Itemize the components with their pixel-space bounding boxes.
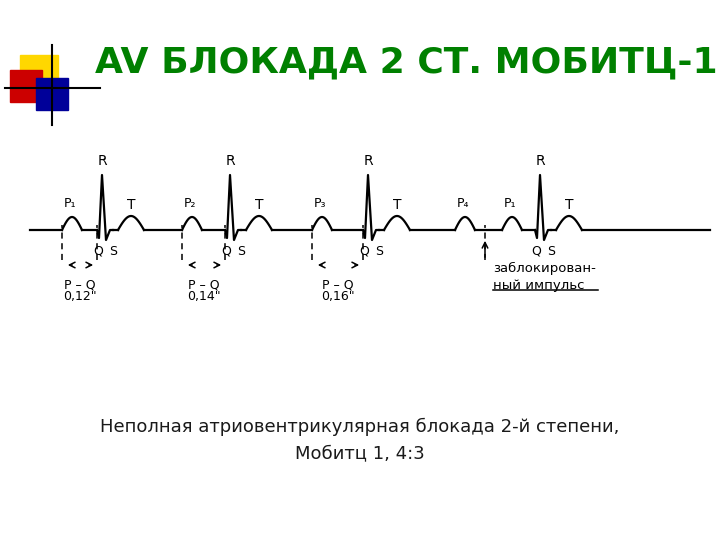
Text: Неполная атриовентрикулярная блокада 2-й степени,
Мобитц 1, 4:3: Неполная атриовентрикулярная блокада 2-й… xyxy=(100,417,620,462)
Text: R: R xyxy=(535,154,545,168)
Text: S: S xyxy=(109,245,117,258)
Text: R: R xyxy=(363,154,373,168)
Text: 0,16": 0,16" xyxy=(320,290,354,303)
Text: R: R xyxy=(97,154,107,168)
Text: T: T xyxy=(255,198,264,212)
Text: T: T xyxy=(564,198,573,212)
Text: Q: Q xyxy=(93,245,103,258)
Text: T: T xyxy=(392,198,401,212)
Text: P – Q: P – Q xyxy=(63,278,95,291)
Text: AV БЛОКАДА 2 СТ. МОБИТЦ-1: AV БЛОКАДА 2 СТ. МОБИТЦ-1 xyxy=(95,45,718,79)
Text: P – Q: P – Q xyxy=(322,278,354,291)
Text: P₄: P₄ xyxy=(457,197,469,210)
Text: P – Q: P – Q xyxy=(188,278,220,291)
Bar xyxy=(36,78,68,110)
Text: P₂: P₂ xyxy=(184,197,197,210)
Text: T: T xyxy=(127,198,135,212)
Text: R: R xyxy=(225,154,235,168)
Text: Q: Q xyxy=(359,245,369,258)
Bar xyxy=(10,70,42,102)
Text: P₁: P₁ xyxy=(64,197,76,210)
Bar xyxy=(20,55,58,93)
Text: 0,12": 0,12" xyxy=(63,290,96,303)
Text: заблокирован-
ный импульс: заблокирован- ный импульс xyxy=(493,262,596,292)
Text: P₁: P₁ xyxy=(504,197,516,210)
Text: S: S xyxy=(237,245,245,258)
Text: Q: Q xyxy=(531,245,541,258)
Text: S: S xyxy=(547,245,555,258)
Text: Q: Q xyxy=(221,245,231,258)
Text: S: S xyxy=(375,245,383,258)
Text: 0,14": 0,14" xyxy=(186,290,220,303)
Text: P₃: P₃ xyxy=(314,197,326,210)
